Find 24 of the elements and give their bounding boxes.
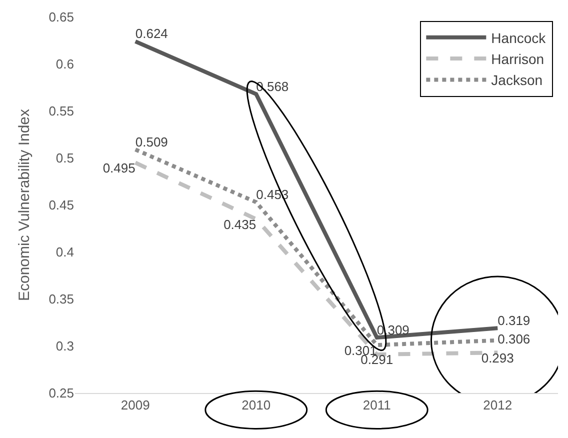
data-label: 0.495 xyxy=(102,160,136,176)
data-label: 0.509 xyxy=(135,134,168,150)
x-tick-label: 2010 xyxy=(242,398,271,413)
data-label: 0.306 xyxy=(498,332,530,347)
y-tick-label: 0.45 xyxy=(48,198,74,213)
y-tick-label: 0.25 xyxy=(48,386,74,401)
data-label: 0.293 xyxy=(481,350,514,366)
y-tick-label: 0.5 xyxy=(56,150,74,166)
data-label: 0.319 xyxy=(498,312,530,328)
y-tick-label: 0.3 xyxy=(56,338,74,354)
x-tick-label: 2012 xyxy=(483,398,512,413)
y-tick-label: 0.4 xyxy=(56,244,74,260)
y-tick-label: 0.6 xyxy=(56,56,74,72)
y-tick-label: 0.55 xyxy=(48,104,74,119)
legend-label: Harrison xyxy=(491,51,544,68)
legend-label: Jackson xyxy=(491,72,543,88)
y-tick-label: 0.35 xyxy=(48,292,74,307)
data-label: 0.435 xyxy=(224,216,256,232)
y-tick-label: 0.65 xyxy=(48,10,74,25)
x-tick-label: 2009 xyxy=(120,398,150,413)
x-tick-label: 2011 xyxy=(362,398,391,413)
y-axis-title: Economic Vulnerability Index xyxy=(16,108,33,302)
data-label: 0.624 xyxy=(135,26,168,42)
legend-label: Hancock xyxy=(491,30,547,46)
